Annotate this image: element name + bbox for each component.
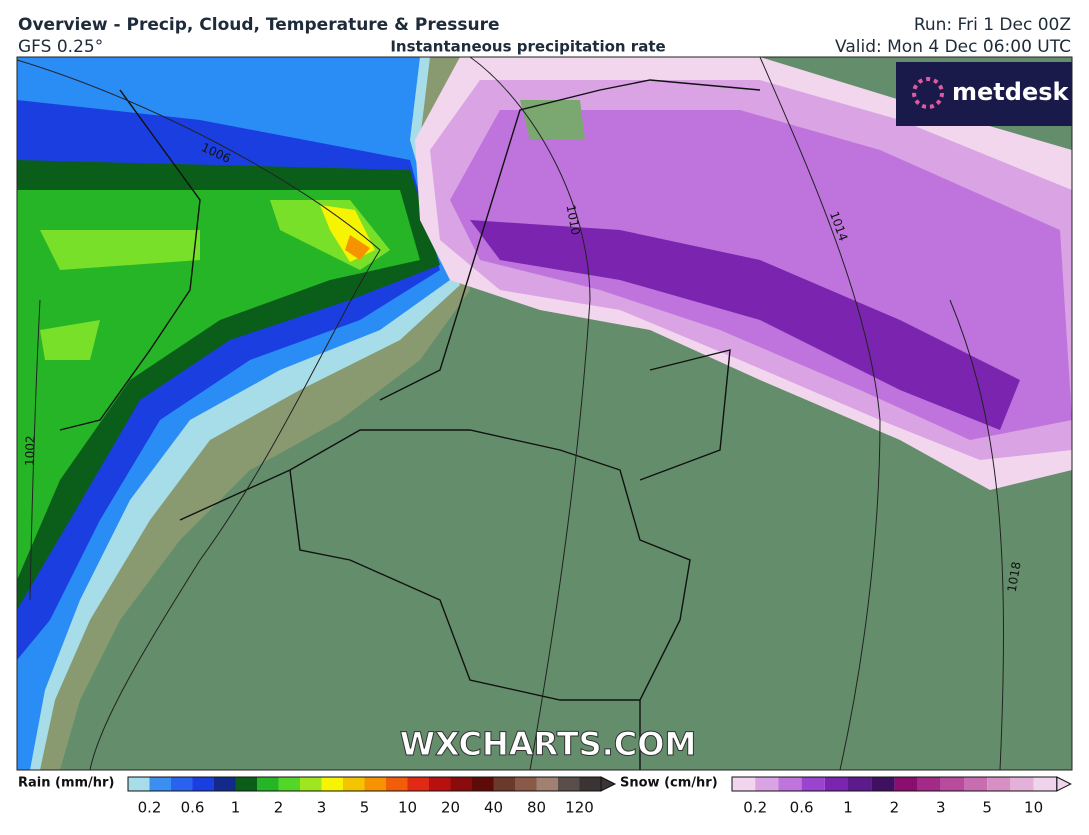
snow-legend-label: Snow (cm/hr) bbox=[620, 776, 718, 791]
color-swatch bbox=[214, 777, 236, 791]
tick-label: 2 bbox=[274, 799, 284, 817]
color-swatch bbox=[300, 777, 322, 791]
color-swatch bbox=[493, 777, 515, 791]
subtitle: Instantaneous precipitation rate bbox=[390, 38, 665, 56]
color-swatch bbox=[364, 777, 386, 791]
color-swatch bbox=[536, 777, 558, 791]
rain-legend-label: Rain (mm/hr) bbox=[18, 776, 114, 791]
colorbar-border bbox=[127, 776, 602, 792]
tick-label: 3 bbox=[317, 799, 327, 817]
isobar-label: 1018 bbox=[1005, 561, 1024, 594]
color-swatch bbox=[558, 777, 580, 791]
model: GFS 0.25° bbox=[18, 37, 103, 57]
tick-label: 5 bbox=[360, 799, 370, 817]
map: 1006 1010 1014 1018 1002 metdesk WXCHART… bbox=[16, 56, 1073, 771]
run: Run: Fri 1 Dec 00Z bbox=[914, 15, 1071, 35]
color-swatch bbox=[128, 777, 150, 791]
rain-colorbar: 0.2 0.6 1 2 3 5 10 20 40 80 120 bbox=[127, 776, 617, 817]
color-swatch bbox=[732, 777, 756, 791]
tick-label: 0.2 bbox=[743, 799, 767, 817]
color-swatch bbox=[778, 777, 802, 791]
isobar-label: 1002 bbox=[23, 435, 38, 466]
color-swatch bbox=[192, 777, 214, 791]
title: Overview - Precip, Cloud, Temperature & … bbox=[18, 15, 500, 35]
tick-label: 0.6 bbox=[181, 799, 205, 817]
tick-label: 80 bbox=[527, 799, 546, 817]
color-swatch bbox=[429, 777, 451, 791]
color-swatch bbox=[824, 777, 848, 791]
tick-label: 120 bbox=[565, 799, 594, 817]
color-swatch bbox=[407, 777, 429, 791]
color-swatch bbox=[755, 777, 779, 791]
color-swatch bbox=[235, 777, 257, 791]
color-swatch bbox=[343, 777, 365, 791]
tick-label: 10 bbox=[398, 799, 417, 817]
color-swatch bbox=[964, 777, 988, 791]
color-swatch bbox=[871, 777, 895, 791]
tick-label: 1 bbox=[843, 799, 853, 817]
color-swatch bbox=[149, 777, 171, 791]
color-swatch bbox=[987, 777, 1011, 791]
tick-label: 3 bbox=[936, 799, 946, 817]
tick-label: 2 bbox=[890, 799, 900, 817]
tick-label: 5 bbox=[982, 799, 992, 817]
color-swatch bbox=[472, 777, 494, 791]
logo-box bbox=[896, 62, 1072, 126]
color-swatch bbox=[940, 777, 964, 791]
tick-label: 1 bbox=[231, 799, 241, 817]
tick-label: 20 bbox=[441, 799, 460, 817]
color-swatch bbox=[257, 777, 279, 791]
color-swatch bbox=[579, 777, 601, 791]
color-swatch bbox=[1010, 777, 1034, 791]
watermark: WXCHARTS.COM bbox=[400, 725, 697, 763]
color-swatch bbox=[321, 777, 343, 791]
colorbar-arrow bbox=[600, 776, 617, 792]
logo-icon bbox=[912, 77, 944, 109]
color-swatch bbox=[1033, 777, 1057, 791]
color-swatch bbox=[515, 777, 537, 791]
color-swatch bbox=[450, 777, 472, 791]
logo: metdesk bbox=[952, 78, 1070, 106]
color-swatch bbox=[171, 777, 193, 791]
color-swatch bbox=[386, 777, 408, 791]
color-swatch bbox=[848, 777, 872, 791]
valid: Valid: Mon 4 Dec 06:00 UTC bbox=[835, 37, 1071, 57]
color-swatch bbox=[894, 777, 918, 791]
color-swatch bbox=[278, 777, 300, 791]
color-swatch bbox=[917, 777, 941, 791]
isobar-label: 1010 bbox=[564, 204, 583, 237]
tick-label: 0.2 bbox=[138, 799, 162, 817]
colorbar-border bbox=[731, 776, 1058, 792]
tick-label: 0.6 bbox=[790, 799, 814, 817]
color-swatch bbox=[801, 777, 825, 791]
tick-label: 10 bbox=[1024, 799, 1043, 817]
snow-colorbar: 0.2 0.6 1 2 3 5 10 bbox=[731, 776, 1072, 817]
tick-label: 40 bbox=[484, 799, 503, 817]
colorbar-arrow bbox=[1056, 776, 1072, 792]
